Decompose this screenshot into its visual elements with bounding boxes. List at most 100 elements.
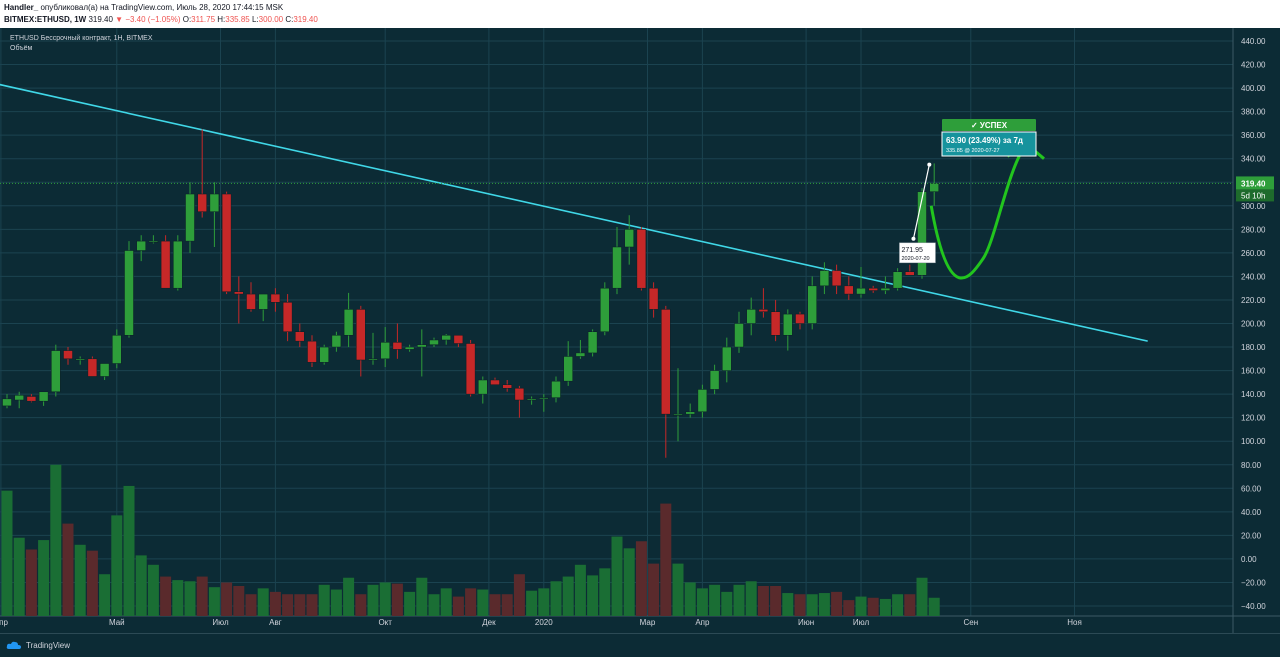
candle-up [148, 235, 159, 244]
candle-up [673, 368, 683, 442]
volume-bar [379, 582, 391, 616]
y-tick-label: 140.00 [1241, 390, 1266, 399]
candle-body [831, 270, 842, 287]
volume-bar [599, 568, 611, 616]
candle-down [636, 226, 647, 291]
volume-bar [99, 574, 111, 616]
candle-down [868, 285, 878, 293]
candle-body [148, 240, 159, 243]
volume-bar [513, 574, 525, 616]
candle-body [429, 339, 439, 345]
chart-legend: ETHUSD Бессрочный контракт, 1Н, BITMEX О… [10, 34, 153, 54]
candle-body [661, 309, 671, 415]
symbol-label: BITMEX:ETHUSD, 1W [4, 15, 87, 24]
candle-body [807, 285, 817, 324]
y-tick-label: 280.00 [1241, 225, 1266, 234]
candle-down [758, 288, 769, 318]
candle-up [258, 293, 268, 322]
down-arrow-icon: ▼ [115, 15, 124, 24]
candle-up [173, 235, 183, 291]
candle-body [112, 335, 122, 364]
candle-down [63, 347, 73, 365]
success-badge: ✓ УСПЕХ 63.90 (23.49%) за 7д 335.85 @ 2020… [941, 119, 1037, 157]
candle-up [783, 309, 793, 351]
candle-body [234, 291, 244, 295]
volume-bar [416, 577, 428, 616]
volume-bar [574, 564, 586, 616]
candle-up [539, 394, 549, 412]
y-tick-label: 100.00 [1241, 437, 1266, 446]
candle-up [38, 391, 49, 406]
candle-body [502, 384, 512, 389]
measure-start-price: 271.95 [901, 247, 923, 254]
volume-bar [440, 588, 452, 616]
candle-body [331, 335, 342, 348]
volume-bar [587, 575, 599, 616]
candle-body [246, 293, 256, 310]
volume-bar [696, 588, 708, 616]
candle-down [465, 339, 476, 397]
volume-bar [245, 594, 257, 616]
candle-down [356, 305, 366, 377]
close-label: C: [285, 15, 294, 24]
volume-bar [123, 485, 135, 616]
y-tick-label: 120.00 [1241, 414, 1266, 423]
y-tick-label: 20.00 [1241, 531, 1262, 540]
candle-up [185, 182, 195, 253]
volume-bar [550, 581, 562, 616]
volume-bar [160, 576, 172, 616]
countdown-label: 5d 10h [1241, 191, 1265, 200]
candle-body [783, 313, 793, 336]
current-price-label: 319.40 [1241, 179, 1266, 188]
candle-up [746, 297, 756, 336]
volume-bar [233, 585, 245, 616]
candle-up [368, 332, 378, 365]
chart-area[interactable]: 271.95 2020-07-20 ✓ УСПЕХ 63.90 (23.49%) за… [0, 28, 1280, 633]
volume-bar [831, 591, 843, 616]
candle-down [246, 282, 256, 312]
tradingview-logo[interactable]: TradingView [6, 640, 70, 650]
candle-up [478, 376, 488, 404]
candle-down [270, 288, 281, 312]
candle-body [600, 287, 610, 332]
author-name[interactable]: Handler_ [4, 3, 39, 12]
success-box [942, 119, 1036, 131]
candle-body [282, 302, 293, 332]
candle-body [734, 323, 744, 348]
candle-body [38, 391, 49, 402]
candle-up [624, 215, 634, 265]
measure-arrow [912, 164, 930, 239]
candle-up [551, 376, 561, 403]
price-chart[interactable]: 271.95 2020-07-20 ✓ УСПЕХ 63.90 (23.49%) за… [0, 28, 1280, 633]
volume-bar [147, 564, 159, 616]
candle-body [368, 358, 378, 361]
candle-up [343, 292, 354, 348]
volume-bar [855, 596, 867, 616]
volume-bar [745, 581, 757, 616]
volume-bar [733, 584, 745, 616]
candle-body [197, 193, 207, 212]
candle-up [14, 391, 24, 409]
candle-body [490, 379, 500, 385]
volume-bar [282, 594, 294, 616]
volume-bar [635, 541, 647, 616]
x-tick-label: Сен [963, 618, 978, 627]
candle-down [160, 235, 171, 289]
last-price: 319.40 [88, 15, 113, 24]
x-axis-labels: Апр Май Июл Авг Окт Дек 2020 Мар Апр Июн Июл Сен Ноя [0, 618, 1082, 627]
volume-bar [452, 596, 464, 616]
volume-bar [843, 600, 855, 616]
volume-bar [294, 594, 306, 616]
candle-up [722, 337, 732, 383]
volume-bar [465, 588, 477, 616]
candle-up [600, 282, 610, 336]
volume-bar [38, 540, 50, 616]
candle-body [905, 271, 915, 276]
volume-bar [367, 584, 379, 616]
candle-up [575, 339, 586, 359]
volume-bar [269, 591, 281, 616]
volume-bar [355, 594, 367, 616]
candle-body [648, 287, 659, 310]
candle-body [673, 413, 683, 416]
candle-up [136, 235, 146, 262]
